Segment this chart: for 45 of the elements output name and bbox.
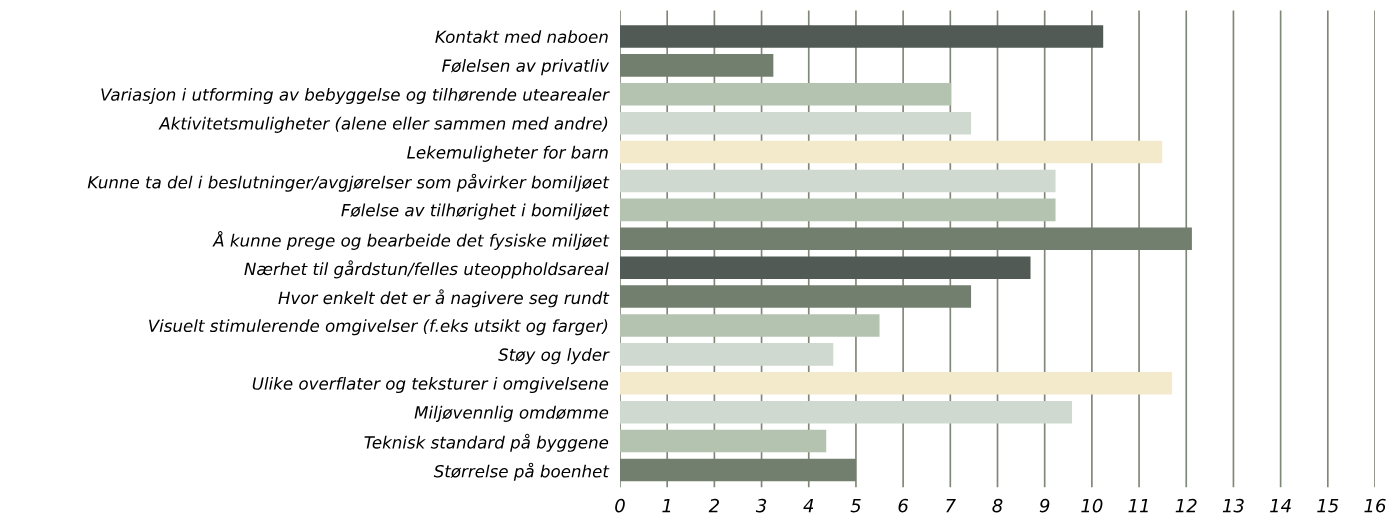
bar <box>620 400 1073 424</box>
y-tick-label: Kunne ta del i beslutninger/avgjørelser som påvirker bomiljøet <box>87 173 610 192</box>
bar <box>620 198 1056 222</box>
y-tick-label: Ulike overflater og teksturer i omgivelsene <box>252 376 609 394</box>
y-tick-label: Teknisk standard på byggene <box>364 433 609 452</box>
bar <box>620 256 1031 279</box>
y-tick-label: Følelsen av privatliv <box>442 59 610 76</box>
bar <box>620 429 827 453</box>
bar <box>620 314 880 337</box>
x-tick-label: 8 <box>992 498 1003 513</box>
x-tick-label: 0 <box>615 498 625 513</box>
bar <box>620 111 972 135</box>
x-tick-label: 13 <box>1222 498 1244 513</box>
bar <box>620 83 952 106</box>
y-tick-label: Å kunne prege og bearbeide det fysiske miljøet <box>212 231 610 250</box>
bar <box>620 372 1173 395</box>
y-tick-label: Miljøvennlig omdømme <box>414 405 609 422</box>
y-tick-label: Størrelse på boenhet <box>433 462 610 481</box>
bar <box>620 140 1163 164</box>
x-tick-label: 3 <box>755 498 767 513</box>
x-tick-label: 7 <box>946 498 956 513</box>
bar <box>620 25 1104 48</box>
x-tick-label: 10 <box>1081 498 1103 513</box>
x-tick-label: 5 <box>850 498 861 513</box>
y-tick-label: Variasjon i utforming av bebyggelse og tilhørende utearealer <box>101 87 610 105</box>
y-tick-label: Visuelt stimulerende omgivelser (f.eks utsikt og farger) <box>149 319 608 336</box>
x-tick-label: 6 <box>898 498 909 513</box>
x-tick-label: 11 <box>1128 498 1148 513</box>
y-tick-label: Følelse av tilhørighet i bomiljøet <box>341 203 610 220</box>
y-tick-label: Nærhet til gårdstun/felles uteoppholdsareal <box>244 260 609 279</box>
y-tick-label: Støy og lyder <box>498 348 610 365</box>
x-tick-label: 4 <box>803 498 814 513</box>
y-tick-label: Aktivitetsmuligheter (alene eller sammen med andre) <box>158 116 608 133</box>
x-tick-label: 15 <box>1317 498 1339 513</box>
x-tick-label: 16 <box>1364 498 1386 513</box>
y-tick-label: Lekemuligheter for barn <box>407 145 608 162</box>
bar <box>620 343 834 366</box>
x-tick-label: 1 <box>662 498 671 513</box>
x-tick-label: 14 <box>1270 498 1291 513</box>
x-tick-label: 9 <box>1039 498 1050 513</box>
y-tick-label: Kontakt med naboen <box>435 30 608 44</box>
x-tick-label: 12 <box>1175 498 1197 513</box>
x-tick-label: 2 <box>708 498 719 513</box>
y-tick-label: Hvor enkelt det er å nagivere seg rundt <box>278 289 610 308</box>
bar <box>620 169 1056 193</box>
